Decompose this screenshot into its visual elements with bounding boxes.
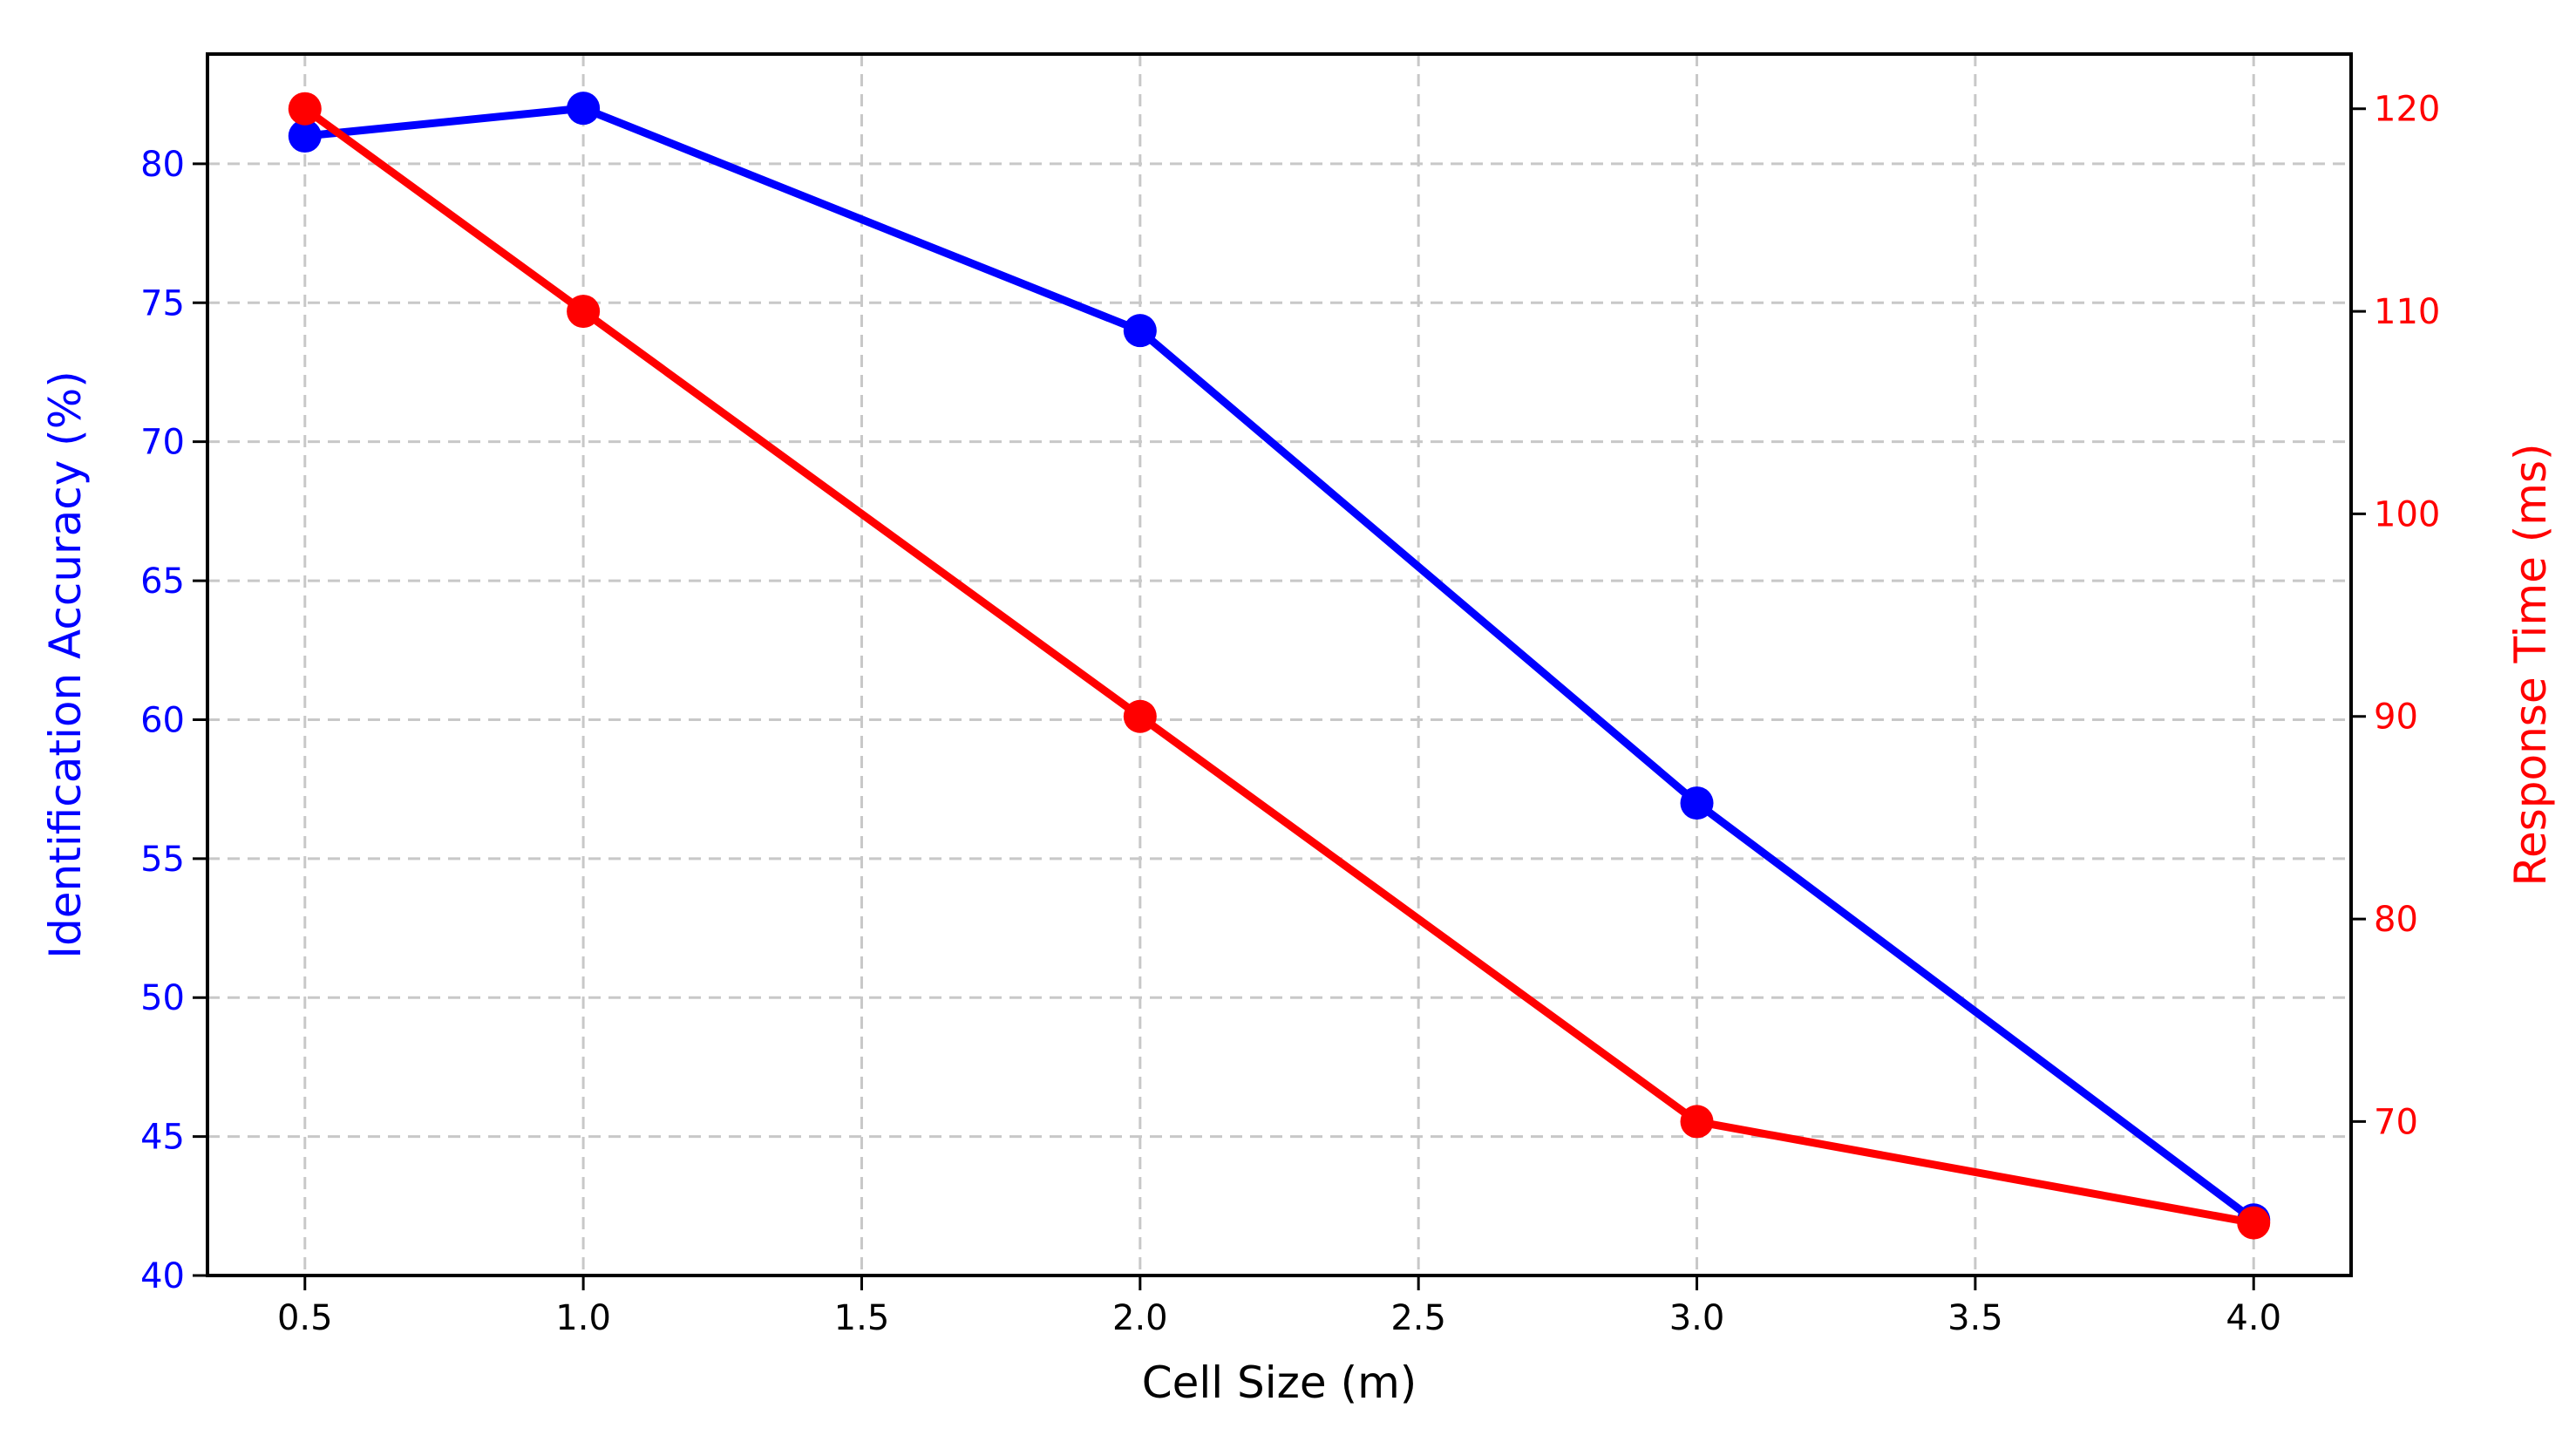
right-y-tick-label: 120 [2374, 90, 2440, 130]
left-y-tick-label: 45 [140, 1118, 185, 1158]
data-point-marker [1680, 1105, 1714, 1139]
response-time-series [288, 92, 2271, 1240]
x-tick-label: 1.5 [834, 1298, 890, 1338]
left-y-axis-label: Identification Accuracy (%) [40, 371, 91, 958]
right-y-tick-label: 70 [2374, 1102, 2418, 1142]
plot-frame [206, 52, 2353, 1277]
data-point-marker [567, 92, 601, 126]
left-y-tick-label: 70 [140, 423, 185, 463]
data-point-marker [288, 119, 322, 153]
accuracy-series [288, 92, 2271, 1237]
left-y-tick-label: 60 [140, 700, 185, 740]
x-tick-label: 2.5 [1390, 1298, 1446, 1338]
data-point-marker [1123, 314, 1157, 348]
right-y-tick-label: 90 [2374, 697, 2418, 738]
data-point-marker [567, 295, 601, 329]
data-point-marker [1123, 699, 1157, 733]
x-tick-label: 1.0 [555, 1298, 611, 1338]
x-tick-label: 4.0 [2226, 1298, 2281, 1338]
x-tick-label: 3.0 [1669, 1298, 1725, 1338]
x-tick-label: 3.5 [1947, 1298, 2003, 1338]
data-point-marker [2237, 1206, 2271, 1240]
left-y-tick-label: 80 [140, 145, 185, 185]
right-y-axis-label: Response Time (ms) [2505, 443, 2556, 886]
x-tick-label: 0.5 [277, 1298, 333, 1338]
left-y-tick-label: 55 [140, 840, 185, 880]
x-axis-ticks: 0.5 1.0 1.5 2.0 2.5 3.0 3.5 4.0 [277, 1276, 2281, 1338]
data-point-marker [1680, 786, 1714, 820]
x-tick-label: 2.0 [1112, 1298, 1168, 1338]
data-point-marker [288, 92, 322, 126]
left-y-tick-label: 40 [140, 1256, 185, 1296]
x-axis-label: Cell Size (m) [1142, 1357, 1417, 1408]
right-y-tick-label: 110 [2374, 292, 2440, 332]
left-y-tick-label: 75 [140, 283, 185, 323]
right-y-tick-label: 100 [2374, 494, 2440, 534]
left-y-tick-label: 50 [140, 978, 185, 1018]
right-y-axis-ticks: 70 80 90 100 110 120 [2351, 90, 2440, 1142]
grid-lines [207, 54, 2351, 1277]
left-y-tick-label: 65 [140, 561, 185, 602]
right-y-tick-label: 80 [2374, 900, 2418, 940]
left-y-axis-ticks: 40 45 50 55 60 65 70 75 80 [140, 145, 207, 1296]
series-layer [288, 92, 2271, 1240]
